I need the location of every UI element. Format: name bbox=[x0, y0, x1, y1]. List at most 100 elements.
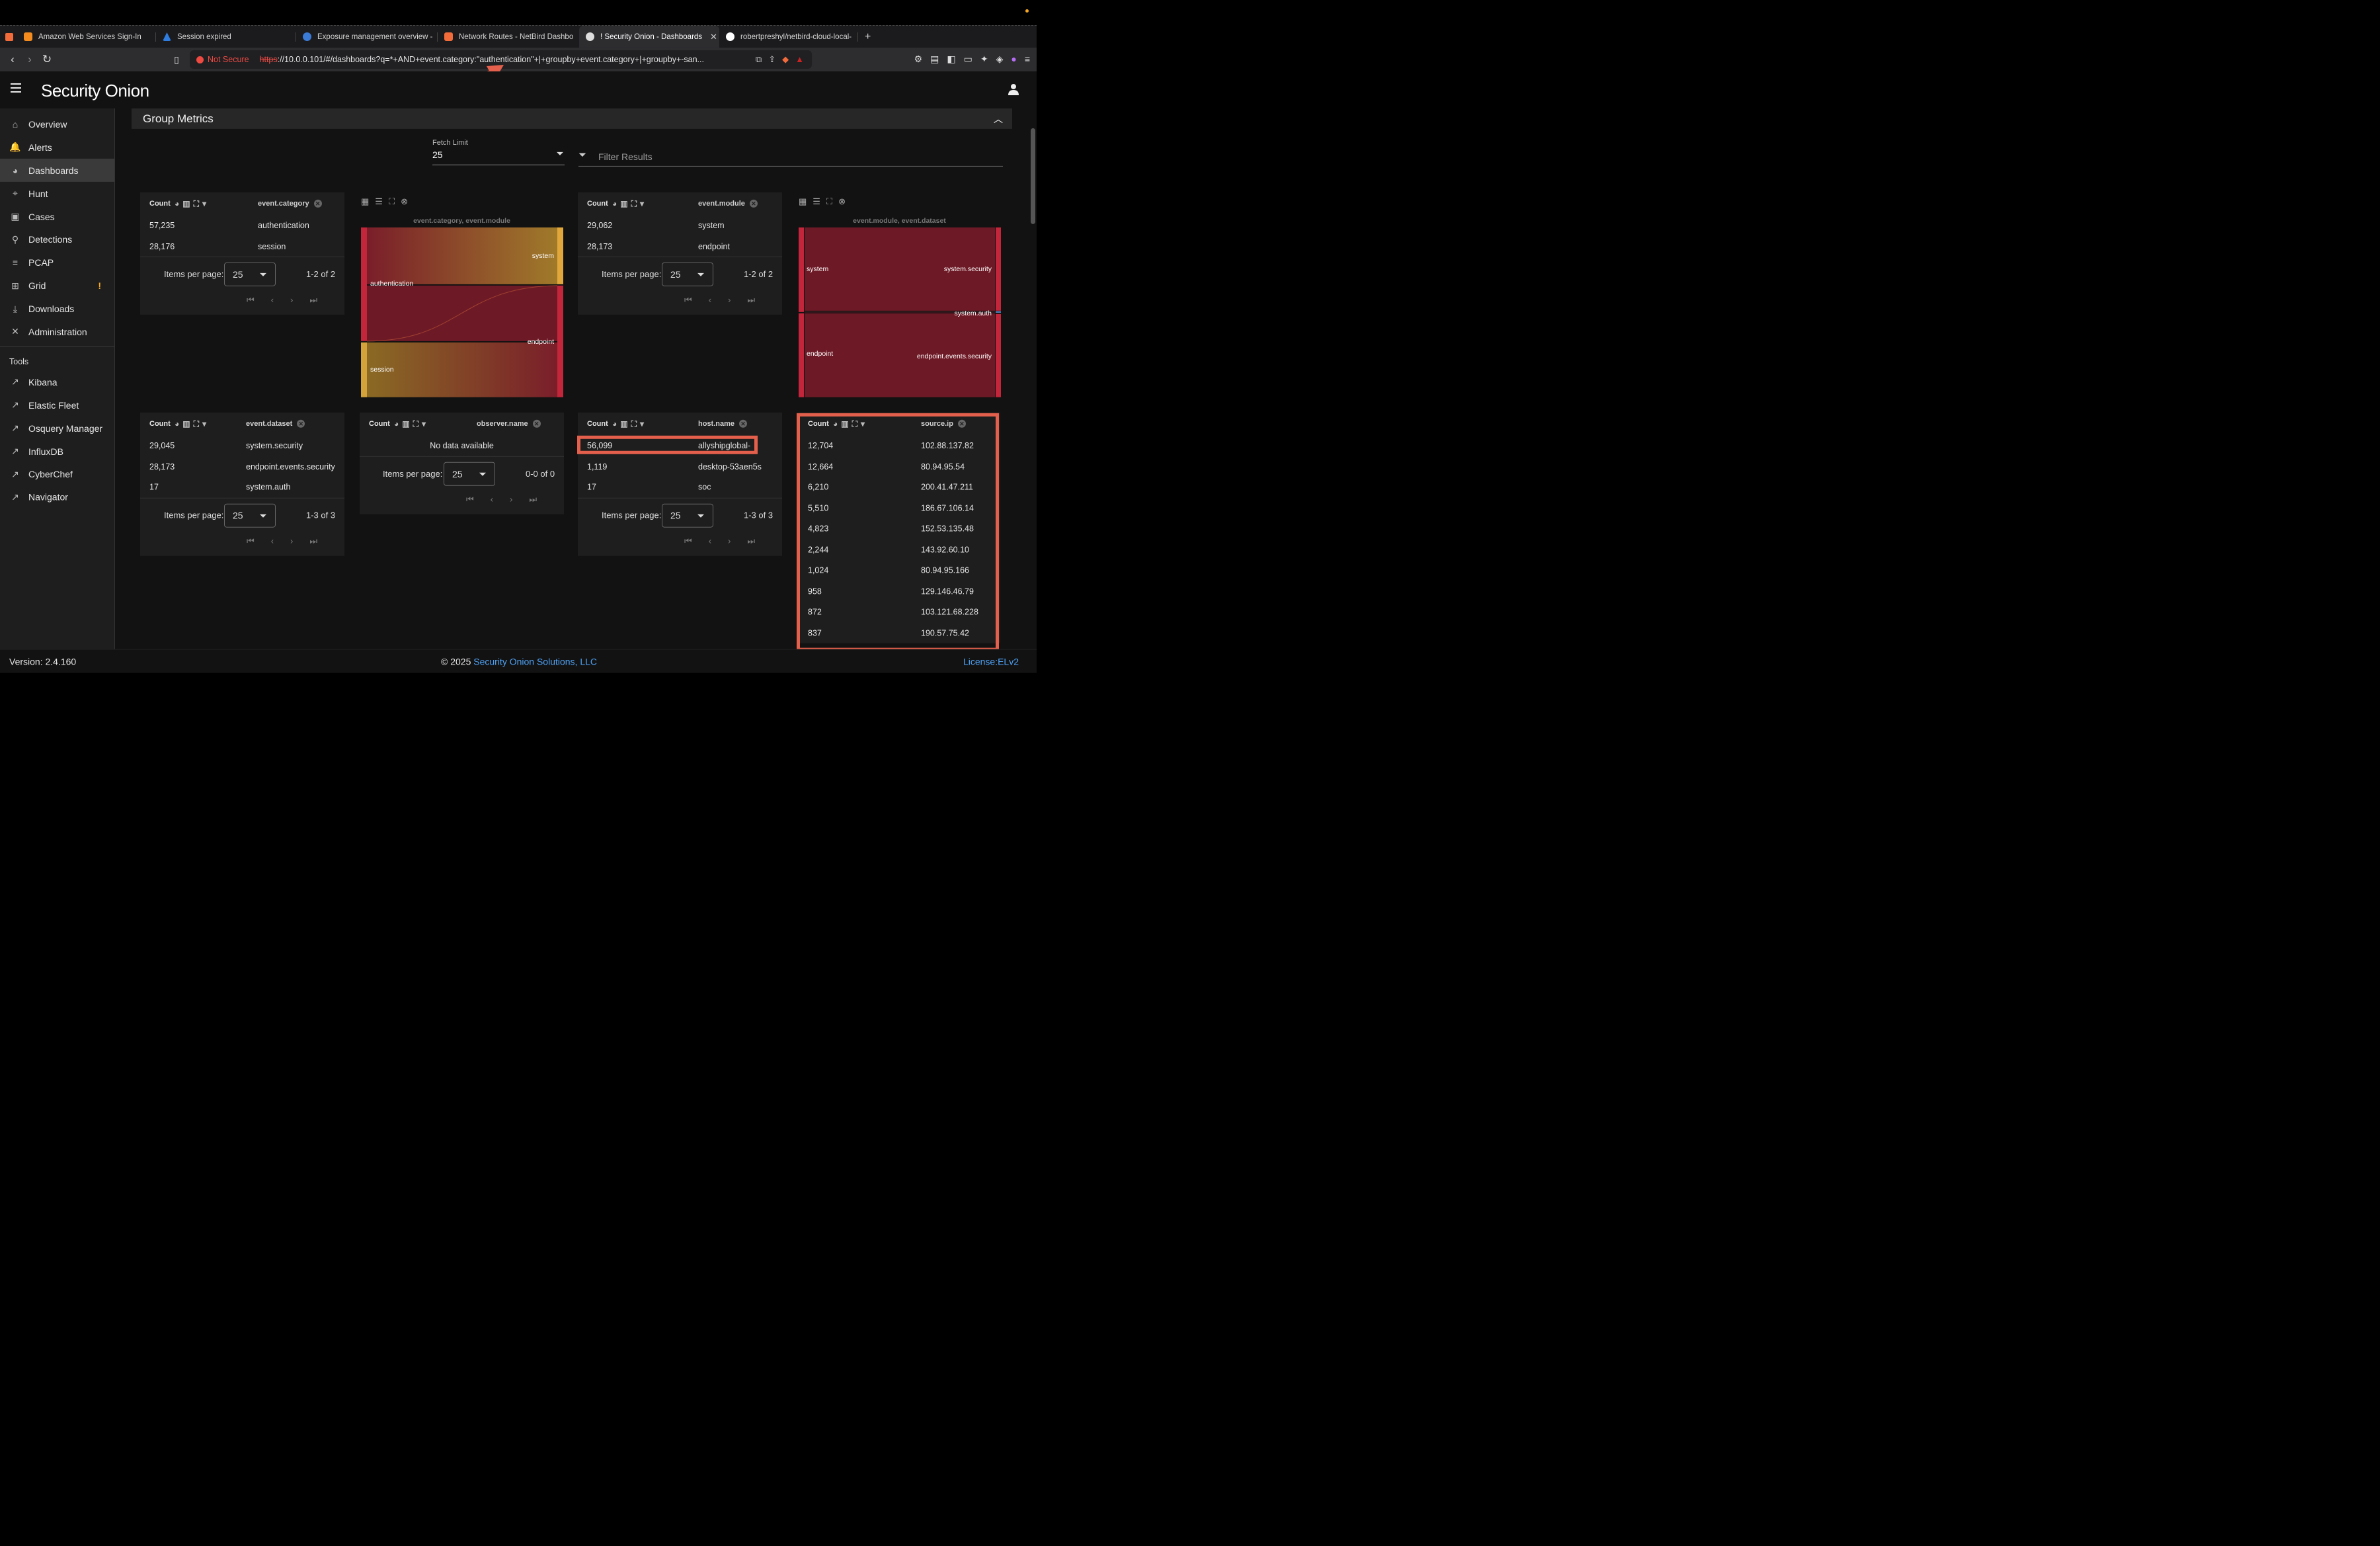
sankey-node-endpoint[interactable] bbox=[799, 313, 805, 397]
fullscreen-icon[interactable]: ⛶ bbox=[631, 419, 637, 428]
bar-chart-icon[interactable]: ▥ bbox=[182, 198, 190, 208]
sort-dropdown-icon[interactable]: ▾ bbox=[202, 419, 207, 428]
table-row[interactable]: 29,062 system bbox=[587, 220, 725, 230]
sankey-node-endpoint-events-security[interactable] bbox=[996, 313, 1002, 397]
tab-session-expired[interactable]: Session expired bbox=[156, 25, 297, 48]
last-page-icon[interactable]: ⏭ bbox=[747, 294, 756, 305]
sidebar-item-detections[interactable]: ⚲ Detections bbox=[0, 228, 114, 251]
extensions-icon[interactable]: ⚙ bbox=[914, 53, 923, 64]
not-secure-badge[interactable]: Not Secure bbox=[196, 55, 249, 64]
sankey-node-endpoint[interactable] bbox=[557, 285, 564, 397]
brave-shields-icon[interactable]: ◆ bbox=[782, 54, 789, 64]
share-icon[interactable]: ⇪ bbox=[768, 54, 776, 64]
bar-chart-icon[interactable]: ▥ bbox=[402, 419, 410, 428]
fetch-limit-select[interactable]: Fetch Limit 25 bbox=[432, 139, 565, 165]
table-row[interactable]: 17 soc bbox=[587, 482, 711, 492]
profile-icon[interactable]: ● bbox=[1011, 53, 1017, 64]
remove-group-icon[interactable]: ✕ bbox=[532, 419, 541, 428]
count-header[interactable]: Count bbox=[587, 199, 608, 208]
sidebar-item-alerts[interactable]: 🔔 Alerts bbox=[9, 142, 52, 153]
table-row[interactable]: 57,235 authentication bbox=[149, 220, 309, 230]
company-link[interactable]: Security Onion Solutions, LLC bbox=[473, 656, 598, 667]
forward-icon[interactable]: › bbox=[28, 52, 32, 65]
sankey-node-system[interactable] bbox=[799, 227, 805, 312]
remove-group-icon[interactable]: ✕ bbox=[739, 419, 748, 428]
bar-chart-icon[interactable]: ▥ bbox=[841, 419, 849, 428]
first-page-icon[interactable]: ⏮ bbox=[247, 536, 255, 546]
table-row[interactable]: 872 103.121.68.228 bbox=[808, 607, 978, 617]
pie-chart-icon[interactable]: ◕ bbox=[612, 198, 617, 208]
table-row[interactable]: 2,244 143.92.60.10 bbox=[808, 545, 970, 555]
fullscreen-icon[interactable]: ⛶ bbox=[826, 196, 833, 206]
fullscreen-icon[interactable]: ⛶ bbox=[388, 196, 395, 206]
field-header[interactable]: host.name bbox=[698, 419, 735, 428]
table-row[interactable]: 28,173 endpoint.events.security bbox=[149, 462, 335, 471]
reload-icon[interactable]: ↻ bbox=[42, 52, 52, 65]
sidebar-item-downloads[interactable]: ⤓ Downloads bbox=[0, 297, 114, 320]
new-tab-button[interactable]: + bbox=[865, 30, 871, 42]
sankey-flow[interactable] bbox=[805, 227, 996, 311]
table-row[interactable]: 12,664 80.94.95.54 bbox=[808, 462, 965, 471]
sankey-node-authentication[interactable] bbox=[361, 227, 368, 341]
pie-chart-icon[interactable]: ◕ bbox=[175, 198, 180, 208]
fullscreen-icon[interactable]: ⛶ bbox=[413, 419, 419, 428]
next-page-icon[interactable]: › bbox=[728, 294, 731, 305]
next-page-icon[interactable]: › bbox=[290, 536, 294, 546]
sidebar-item-overview[interactable]: ⌂ Overview bbox=[0, 112, 114, 136]
table-view-icon[interactable]: ▦ bbox=[799, 196, 807, 206]
bookmark-icon[interactable]: ▯ bbox=[174, 54, 179, 65]
sidebar-item-cases[interactable]: ▣ Cases bbox=[0, 205, 114, 228]
fullscreen-icon[interactable]: ⛶ bbox=[631, 198, 637, 208]
tool-link-elastic-fleet[interactable]: ↗ Elastic Fleet bbox=[0, 393, 114, 417]
sort-dropdown-icon[interactable]: ▾ bbox=[202, 198, 207, 208]
license-link[interactable]: License:ELv2 bbox=[963, 656, 1019, 667]
sidebar-item-hunt[interactable]: ⌖ Hunt bbox=[0, 182, 114, 205]
tool-link-influxdb[interactable]: ↗ InfluxDB bbox=[0, 440, 114, 463]
reader-icon[interactable]: ▤ bbox=[930, 53, 939, 64]
sankey-flow[interactable] bbox=[367, 227, 558, 284]
prev-page-icon[interactable]: ‹ bbox=[490, 494, 494, 505]
sidebar-item-grid[interactable]: ⊞ Grid! bbox=[0, 274, 114, 298]
open-external-icon[interactable]: ⧉ bbox=[755, 54, 762, 64]
table-row[interactable]: 6,210 200.41.47.211 bbox=[808, 482, 974, 492]
back-icon[interactable]: ‹ bbox=[11, 52, 15, 65]
tab-exposure[interactable]: Exposure management overview - bbox=[296, 25, 438, 48]
collapse-icon[interactable]: ︿ bbox=[994, 113, 1004, 124]
prev-page-icon[interactable]: ‹ bbox=[270, 294, 274, 305]
items-per-page-select[interactable]: 25 bbox=[224, 262, 276, 286]
pie-chart-icon[interactable]: ◕ bbox=[612, 419, 617, 428]
prev-page-icon[interactable]: ‹ bbox=[708, 536, 712, 546]
sankey-node-system-security[interactable] bbox=[996, 227, 1002, 311]
tab-netbird[interactable]: Network Routes - NetBird Dashbo bbox=[438, 25, 579, 48]
count-header[interactable]: Count bbox=[808, 419, 829, 428]
list-view-icon[interactable]: ☰ bbox=[375, 196, 383, 206]
brave-rewards-icon[interactable]: ▲ bbox=[795, 54, 805, 64]
filter-input[interactable]: ⏷ Filter Results bbox=[578, 149, 1004, 167]
next-page-icon[interactable]: › bbox=[290, 294, 294, 305]
items-per-page-select[interactable]: 25 bbox=[662, 262, 714, 286]
count-header[interactable]: Count bbox=[149, 199, 171, 208]
items-per-page-select[interactable]: 25 bbox=[444, 462, 496, 486]
leo-ai-icon[interactable]: ✦ bbox=[980, 53, 988, 64]
table-row[interactable]: 5,510 186.67.106.14 bbox=[808, 503, 974, 513]
pie-chart-icon[interactable]: ◕ bbox=[394, 419, 399, 428]
next-page-icon[interactable]: › bbox=[510, 494, 513, 505]
remove-chart-icon[interactable]: ⊗ bbox=[838, 196, 846, 206]
pie-chart-icon[interactable]: ◕ bbox=[833, 419, 838, 428]
remove-chart-icon[interactable]: ⊗ bbox=[401, 196, 408, 206]
sidebar-item-dashboards[interactable]: ◕ Dashboards bbox=[0, 159, 115, 183]
last-page-icon[interactable]: ⏭ bbox=[529, 494, 537, 505]
table-row[interactable]: 12,704 102.88.137.82 bbox=[808, 440, 974, 450]
field-header[interactable]: source.ip bbox=[921, 419, 953, 428]
pie-chart-icon[interactable]: ◕ bbox=[175, 419, 180, 428]
last-page-icon[interactable]: ⏭ bbox=[747, 536, 756, 546]
remove-group-icon[interactable]: ✕ bbox=[749, 199, 758, 208]
fullscreen-icon[interactable]: ⛶ bbox=[193, 198, 200, 208]
table-row[interactable]: 56,099 allyshipglobal- bbox=[587, 440, 751, 450]
sort-dropdown-icon[interactable]: ▾ bbox=[640, 419, 645, 428]
table-row[interactable]: 4,823 152.53.135.48 bbox=[808, 524, 974, 534]
tool-link-osquery-manager[interactable]: ↗ Osquery Manager bbox=[0, 417, 114, 440]
bar-chart-icon[interactable]: ▥ bbox=[620, 419, 628, 428]
prev-page-icon[interactable]: ‹ bbox=[270, 536, 274, 546]
first-page-icon[interactable]: ⏮ bbox=[684, 294, 692, 305]
